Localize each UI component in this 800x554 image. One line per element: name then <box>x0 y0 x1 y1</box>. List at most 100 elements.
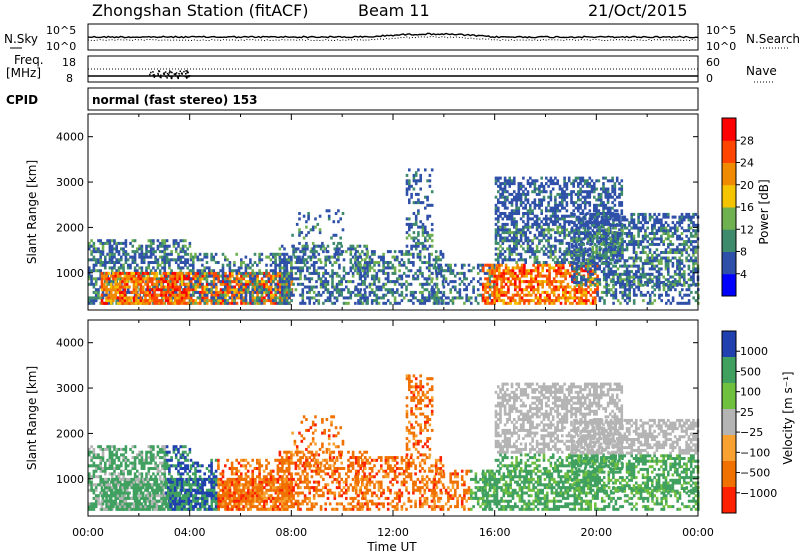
power-cell <box>621 237 624 241</box>
power-cell <box>616 237 620 241</box>
power-cell <box>591 248 595 252</box>
power-cell <box>609 209 612 213</box>
power-cell <box>589 259 592 263</box>
power-cell <box>497 220 500 224</box>
power-cell <box>497 190 500 194</box>
freq-dot <box>153 74 155 76</box>
power-cell <box>324 277 327 281</box>
power-cell <box>405 173 409 177</box>
power-cell <box>414 247 418 251</box>
power-cell <box>509 271 512 275</box>
power-cell <box>167 280 170 284</box>
power-cell <box>590 217 594 221</box>
power-cell <box>510 217 514 221</box>
power-cell <box>335 247 339 251</box>
power-cell <box>407 250 411 254</box>
power-cell <box>149 250 153 254</box>
power-cell <box>621 272 624 276</box>
power-cell <box>147 255 151 259</box>
power-cell <box>342 288 346 292</box>
power-cell <box>581 179 585 183</box>
power-cell <box>657 267 661 271</box>
power-cell <box>181 261 185 265</box>
power-cell <box>458 296 462 300</box>
power-cell <box>435 293 439 297</box>
power-cell <box>345 271 348 275</box>
power-cell <box>235 280 239 284</box>
power-cell <box>495 293 499 297</box>
power-cell <box>301 299 305 303</box>
power-cell <box>115 301 118 305</box>
power-cell <box>405 222 409 226</box>
power-cell <box>497 225 500 229</box>
power-cell <box>103 285 106 289</box>
power-cell <box>570 201 573 205</box>
freq-dot <box>152 74 155 76</box>
power-cell <box>412 277 415 281</box>
power-cell <box>228 271 232 275</box>
power-cell <box>256 299 259 303</box>
power-cell <box>519 184 523 188</box>
power-cell <box>358 244 362 248</box>
power-cell <box>117 299 121 303</box>
power-cell <box>506 182 509 186</box>
power-cell <box>577 221 581 225</box>
power-cell <box>428 269 431 273</box>
power-cell <box>651 259 654 263</box>
power-cell <box>354 252 357 256</box>
power-cell <box>534 274 538 278</box>
power-cell <box>495 274 499 278</box>
power-cell <box>244 288 248 292</box>
power-cell <box>244 271 248 275</box>
power-cell <box>139 277 143 281</box>
power-cell <box>180 299 184 303</box>
power-cell <box>109 274 113 278</box>
power-cell <box>155 280 159 284</box>
power-cell <box>400 263 404 267</box>
power-cell <box>312 250 316 254</box>
power-cell <box>117 261 121 265</box>
power-cell <box>599 239 603 243</box>
power-cell <box>123 301 127 305</box>
power-cell <box>408 179 411 183</box>
power-cell <box>391 290 395 294</box>
power-cell <box>410 225 413 229</box>
power-cell <box>530 269 533 273</box>
power-cell <box>599 225 603 229</box>
power-cell <box>607 242 611 246</box>
power-cell <box>307 212 310 216</box>
power-cell <box>498 277 501 281</box>
power-cell <box>337 220 340 224</box>
power-cell <box>660 218 663 222</box>
power-cell <box>563 222 566 226</box>
power-cell <box>548 277 551 281</box>
power-cell <box>123 290 127 294</box>
power-cell <box>244 274 248 278</box>
power-cell <box>377 255 381 259</box>
power-cell <box>377 263 381 267</box>
power-cell <box>215 274 218 278</box>
power-cell <box>364 296 367 300</box>
power-cell <box>380 255 383 259</box>
power-cell <box>147 266 151 270</box>
power-cell <box>287 274 291 278</box>
power-cell <box>510 179 514 183</box>
power-cell <box>449 266 452 270</box>
power-cell <box>513 233 516 237</box>
power-cell <box>499 255 502 259</box>
power-cell <box>558 209 562 213</box>
power-cell <box>274 261 277 265</box>
power-cell <box>589 232 592 236</box>
power-cell <box>269 282 273 286</box>
power-cell <box>116 288 120 292</box>
power-cell <box>502 285 506 289</box>
power-cell <box>192 271 195 275</box>
power-cell <box>370 266 374 270</box>
power-cell <box>635 256 638 260</box>
power-cell <box>99 269 102 273</box>
power-cell <box>158 255 162 259</box>
power-cell <box>274 271 277 275</box>
power-cell <box>568 271 572 275</box>
power-cell <box>176 285 179 289</box>
power-cell <box>646 278 649 282</box>
